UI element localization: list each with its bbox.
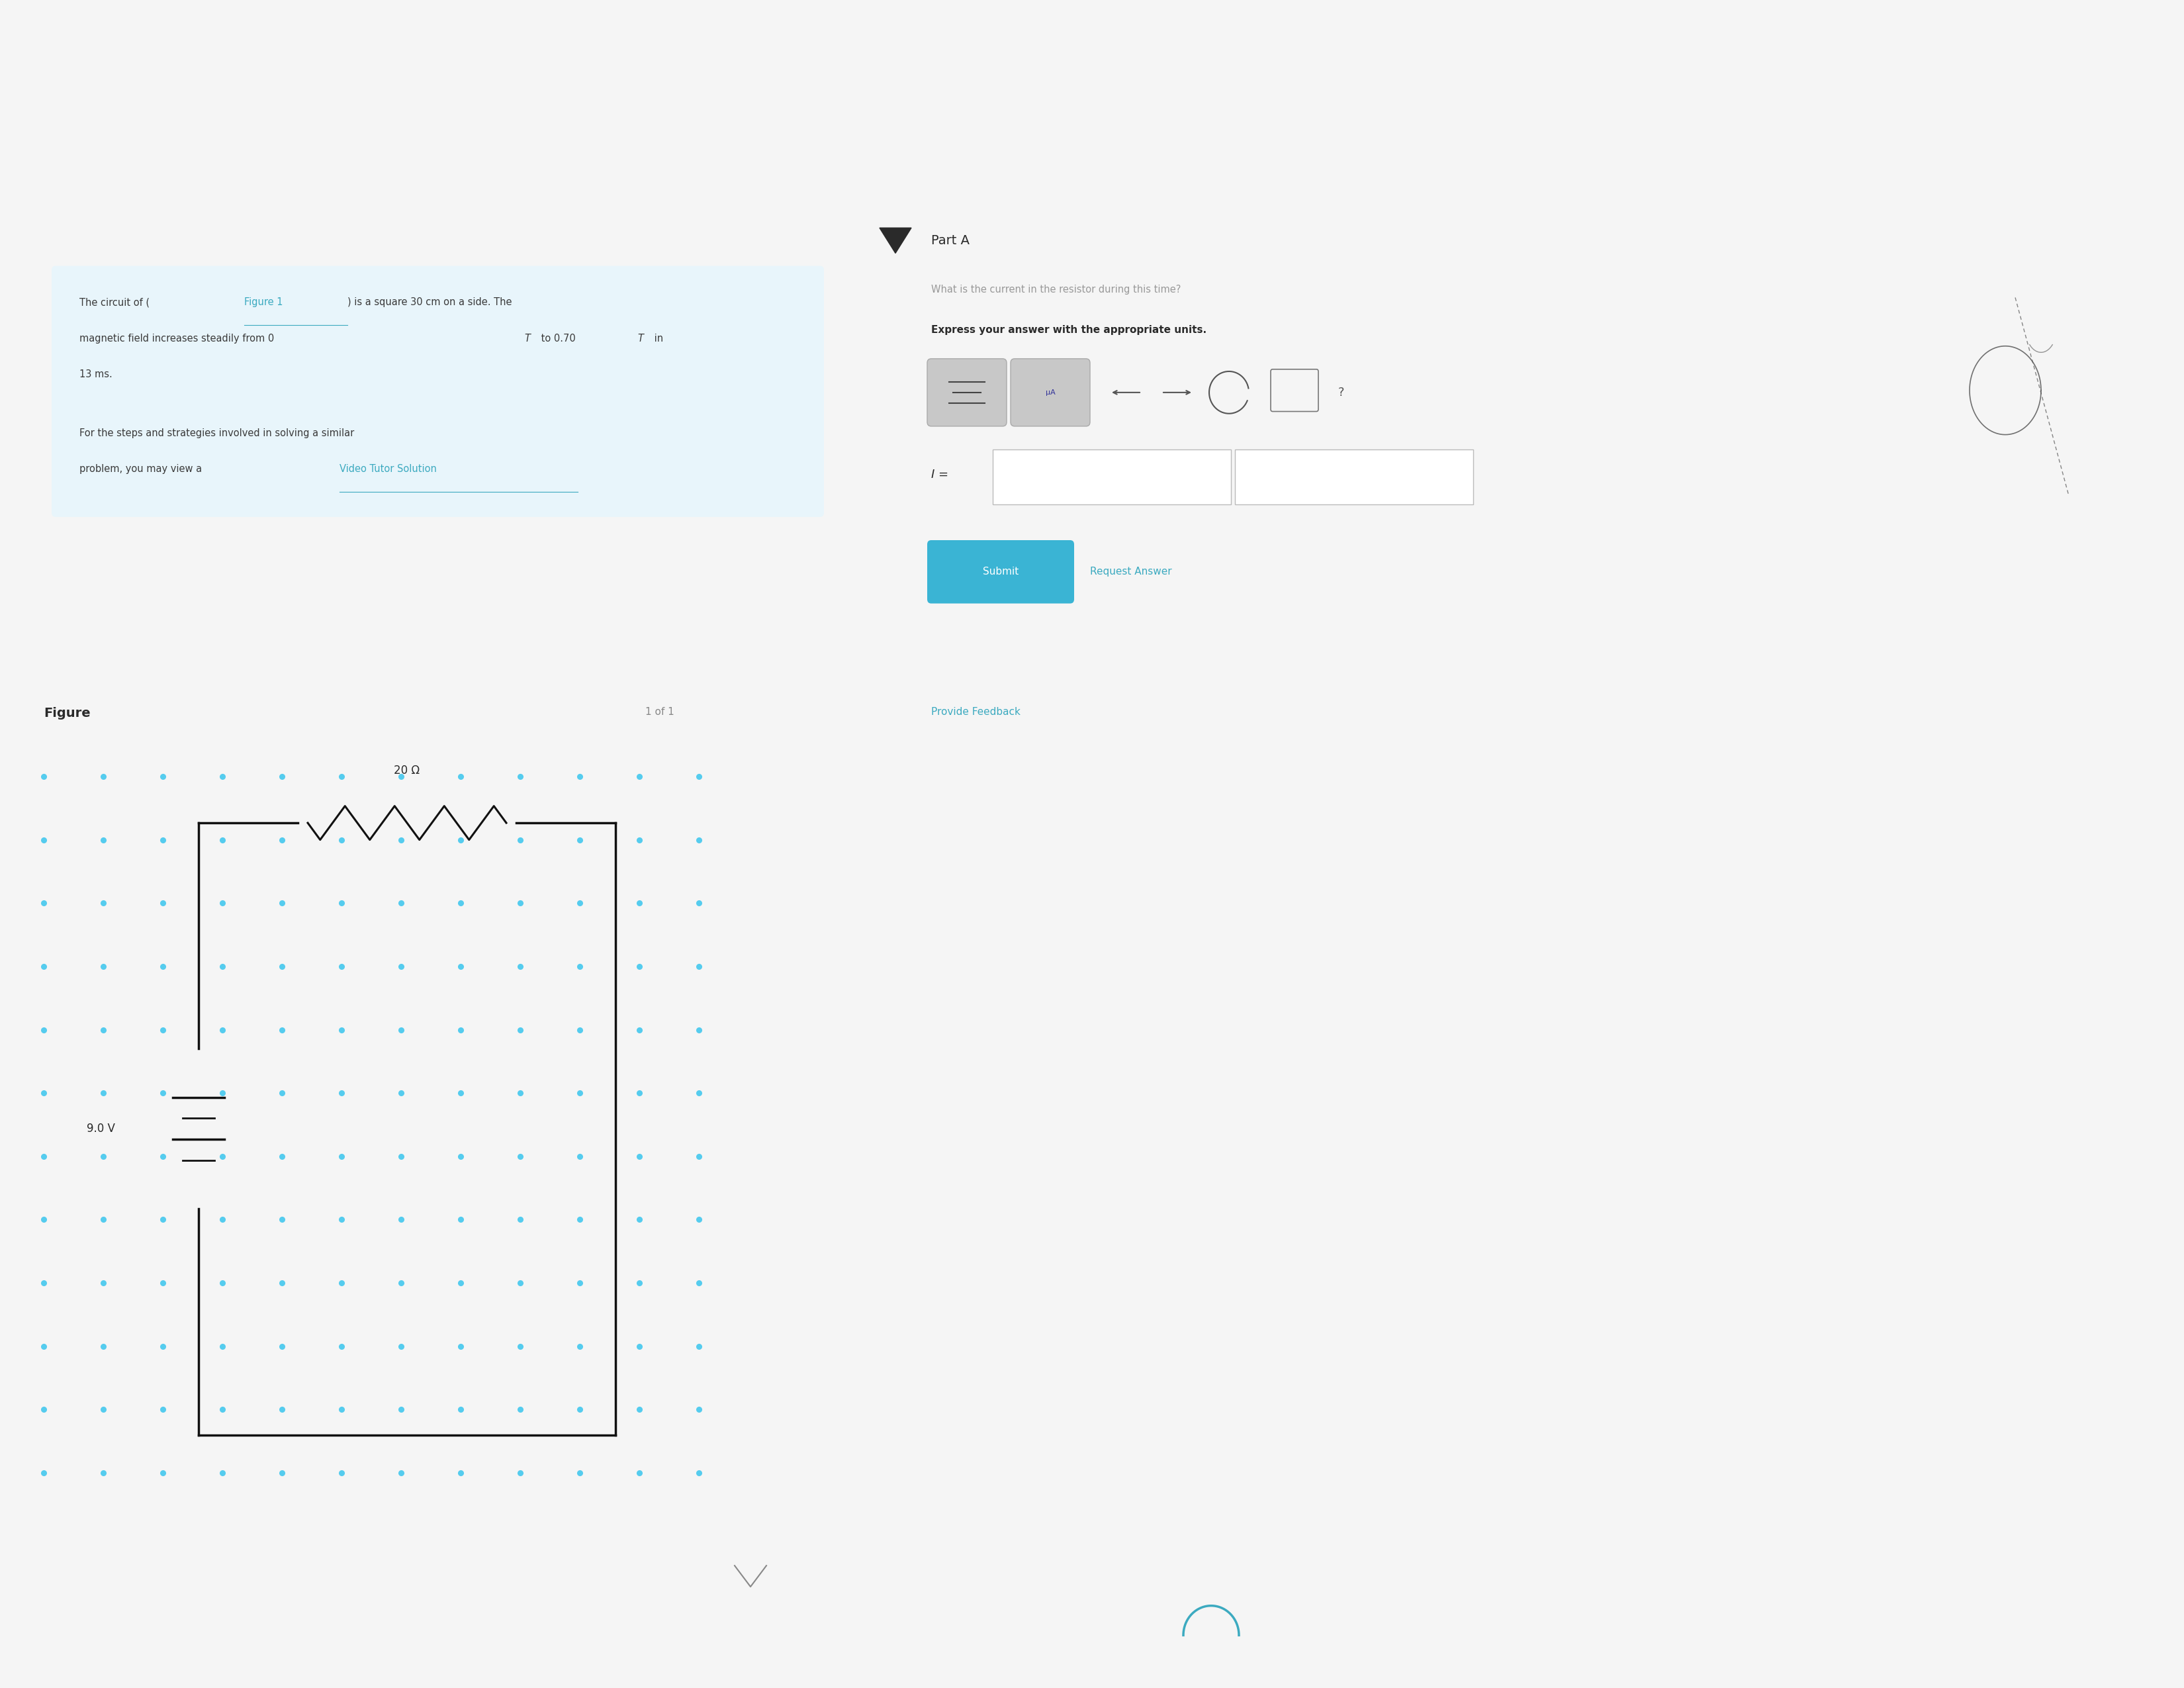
Bar <box>1234 449 1474 505</box>
Text: to 0.70: to 0.70 <box>537 334 579 343</box>
Text: Submit: Submit <box>983 567 1018 577</box>
Text: 13 ms.: 13 ms. <box>79 370 111 380</box>
Polygon shape <box>880 228 911 253</box>
FancyBboxPatch shape <box>928 540 1075 604</box>
Text: Figure: Figure <box>44 707 90 719</box>
Text: μA: μA <box>1046 390 1055 395</box>
Text: T: T <box>638 334 644 343</box>
Text: Express your answer with the appropriate units.: Express your answer with the appropriate… <box>930 324 1206 334</box>
Text: Request Answer: Request Answer <box>1090 567 1173 577</box>
Text: 1 of 1: 1 of 1 <box>644 707 675 717</box>
Text: Video Tutor Solution: Video Tutor Solution <box>339 464 437 474</box>
FancyBboxPatch shape <box>52 267 823 517</box>
Text: magnetic field increases steadily from 0: magnetic field increases steadily from 0 <box>79 334 277 343</box>
Text: Figure 1: Figure 1 <box>245 297 284 307</box>
Text: problem, you may view a: problem, you may view a <box>79 464 205 474</box>
FancyBboxPatch shape <box>928 360 1007 427</box>
Text: The circuit of (: The circuit of ( <box>79 297 151 307</box>
Text: 9.0 V: 9.0 V <box>87 1123 116 1134</box>
Text: What is the current in the resistor during this time?: What is the current in the resistor duri… <box>930 285 1182 295</box>
Text: ?: ? <box>1339 387 1345 398</box>
Bar <box>994 449 1232 505</box>
Text: in: in <box>651 334 664 343</box>
Text: T: T <box>524 334 531 343</box>
Text: 20 Ω: 20 Ω <box>393 765 419 776</box>
Text: ) is a square 30 cm on a side. The: ) is a square 30 cm on a side. The <box>347 297 511 307</box>
FancyBboxPatch shape <box>1011 360 1090 427</box>
Text: I =: I = <box>930 469 948 481</box>
Text: Part A: Part A <box>930 235 970 246</box>
Text: Provide Feedback: Provide Feedback <box>930 707 1020 717</box>
Text: For the steps and strategies involved in solving a similar: For the steps and strategies involved in… <box>79 429 354 439</box>
